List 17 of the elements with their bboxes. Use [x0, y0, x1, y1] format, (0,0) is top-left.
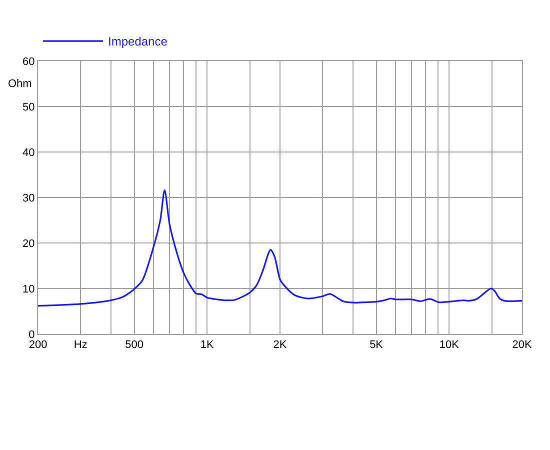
x-tick-label: Hz: [74, 339, 88, 352]
legend-label: Impedance: [108, 34, 168, 49]
x-tick-label: 10K: [439, 339, 460, 352]
y-tick-label: 20: [22, 238, 35, 250]
x-tick-label: 200: [28, 339, 48, 352]
x-tick-label: 500: [125, 339, 144, 352]
y-tick-label: 0: [28, 328, 35, 341]
y-tick-label: 10: [22, 283, 35, 296]
x-tick-label: 5K: [370, 339, 384, 352]
x-tick-label: 1K: [200, 339, 215, 352]
y-tick-label: 30: [22, 192, 35, 204]
x-tick-label: 20K: [512, 339, 532, 352]
y-tick-label: 60: [22, 56, 35, 68]
y-axis-title: Ohm: [8, 78, 32, 90]
y-tick-label: 40: [22, 146, 35, 159]
y-tick-label: 50: [22, 101, 35, 114]
x-tick-label: 2K: [273, 339, 288, 352]
